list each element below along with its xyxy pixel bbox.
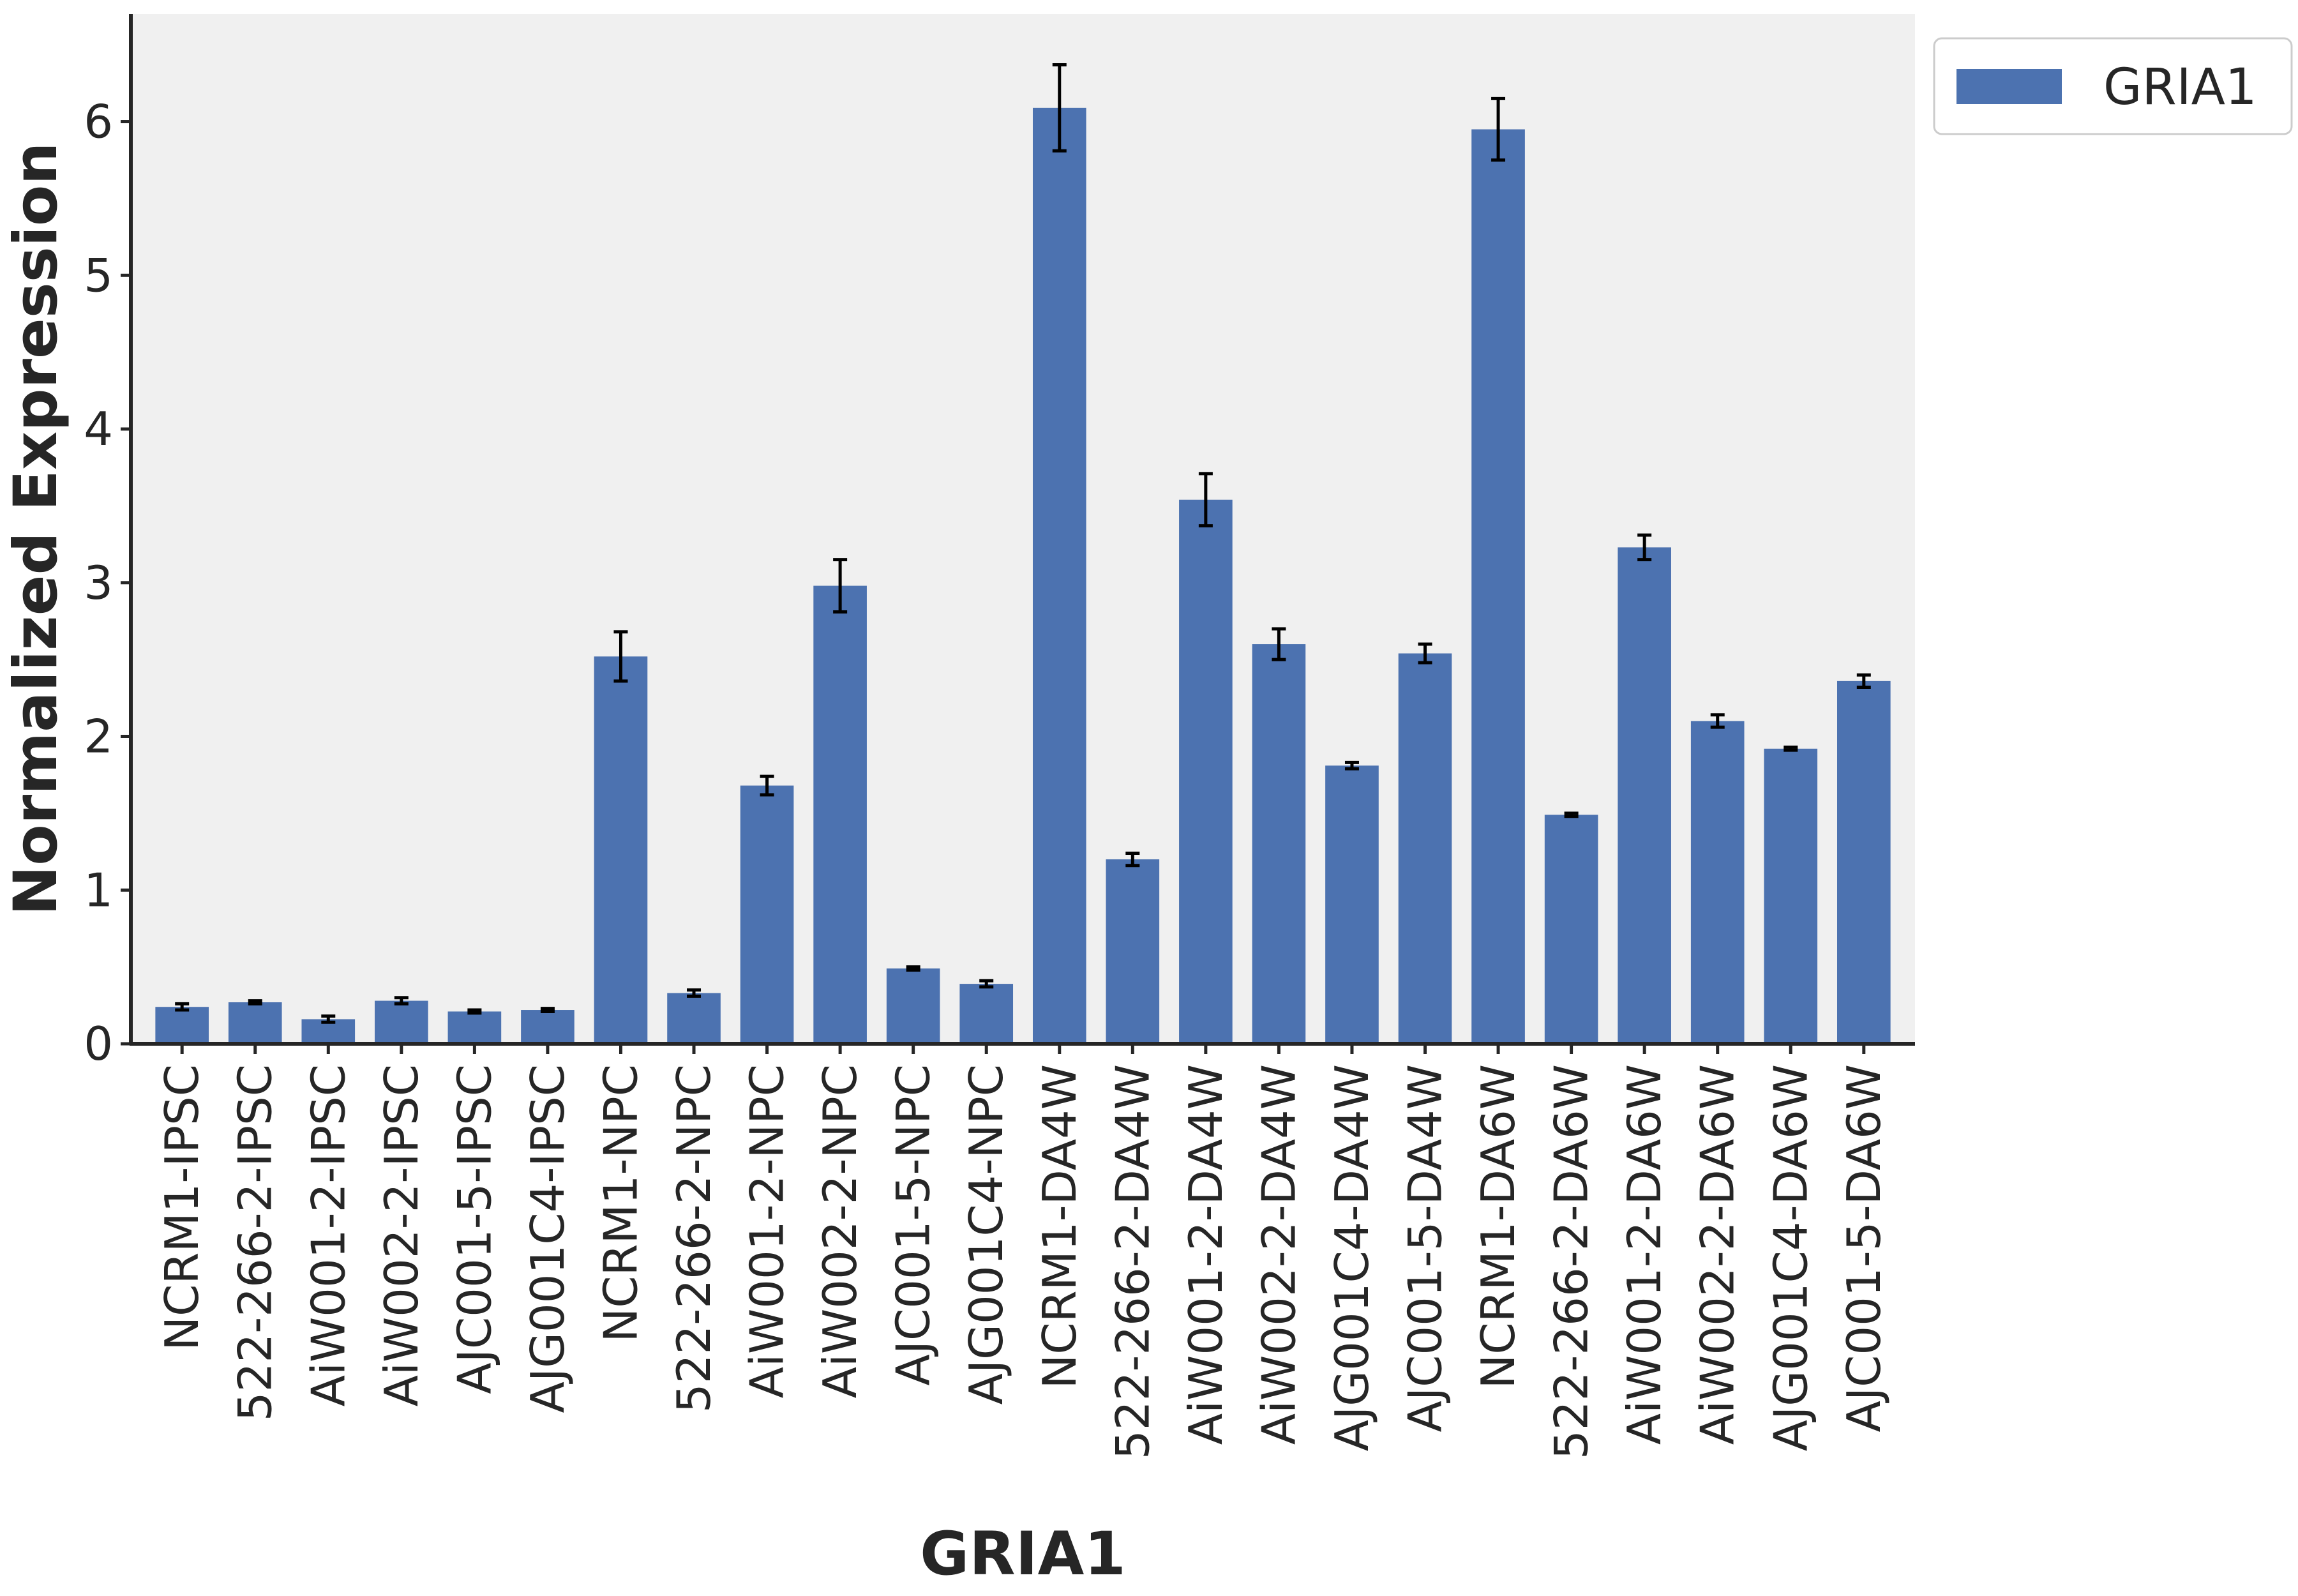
x-tick-label: NCRM1-DA6W [1471,1064,1525,1389]
x-tick-label: AJC001-5-NPC [887,1064,940,1386]
bar [1471,129,1525,1044]
x-tick-label: AJG001C4-DA6W [1764,1064,1817,1451]
bar [667,993,721,1044]
x-tick-label: AiW001-2-IPSC [301,1064,355,1406]
y-tick-label: 6 [84,95,113,149]
bar [1398,653,1452,1044]
x-ticks-group: NCRM1-IPSC 522-266-2-IPSC AiW001-2-IPSC AiW… [155,1044,1891,1459]
x-tick-label: 522-266-2-IPSC [229,1064,282,1421]
y-tick-label: 0 [84,1017,113,1071]
x-tick-label: NCRM1-NPC [594,1064,647,1343]
bar [740,785,794,1044]
legend-swatch [1956,69,2062,104]
bar [1032,107,1086,1044]
bar [1325,765,1379,1044]
bar [1179,499,1233,1044]
x-tick-label: AJC001-5-IPSC [447,1064,501,1394]
bar [1764,748,1818,1044]
x-tick-label: NCRM1-DA4W [1033,1064,1086,1389]
y-ticks-group: 0 1 2 3 4 5 6 [84,95,131,1071]
bar [813,585,867,1044]
plot-area [131,14,1915,1044]
x-tick-label: AiW001-2-NPC [740,1064,794,1398]
x-tick-label: 522-266-2-NPC [667,1064,721,1413]
bar [1618,547,1671,1044]
bar [1544,815,1598,1044]
x-tick-label: AiW001-2-DA4W [1179,1064,1233,1445]
y-axis-title: Normalized Expression [1,142,71,916]
x-tick-label: AJG001C4-IPSC [521,1064,574,1413]
bar [447,1011,502,1044]
x-tick-label: AiW002-2-NPC [813,1064,867,1398]
x-tick-label: AiW002-2-DA6W [1691,1064,1745,1445]
y-tick-label: 3 [84,556,113,610]
bar [155,1007,209,1044]
x-tick-label: 522-266-2-DA6W [1545,1064,1598,1459]
x-tick-label: NCRM1-IPSC [155,1064,209,1351]
error-bars-group [175,63,1871,1024]
legend-label: GRIA1 [2103,59,2257,116]
bar [228,1002,282,1044]
bar [521,1010,574,1044]
bar [594,656,648,1044]
legend-box [1933,37,2293,135]
bars-group [155,107,1891,1044]
bar [1837,681,1891,1044]
x-tick-label: AJG001C4-DA4W [1325,1064,1379,1451]
bar [1106,859,1160,1044]
x-tick-label: AJG001C4-NPC [959,1064,1013,1404]
x-tick-label: AJC001-5-DA4W [1399,1064,1452,1432]
y-tick-label: 1 [84,863,113,917]
bar [886,968,940,1044]
y-tick-label: 4 [84,402,113,456]
bar [375,1000,428,1044]
bar [1252,644,1306,1044]
x-tick-label: AiW002-2-DA4W [1252,1064,1305,1445]
x-tick-label: 522-266-2-DA4W [1106,1064,1159,1459]
legend: GRIA1 [1933,37,2293,135]
bar [1690,721,1745,1044]
bar [959,984,1014,1044]
x-axis-title: GRIA1 [920,1519,1126,1589]
x-tick-label: AiW001-2-DA6W [1618,1064,1671,1445]
y-tick-label: 2 [84,710,113,764]
x-tick-label: AiW002-2-IPSC [375,1064,428,1406]
x-tick-label: AJC001-5-DA6W [1837,1064,1891,1432]
y-tick-label: 5 [84,248,113,302]
